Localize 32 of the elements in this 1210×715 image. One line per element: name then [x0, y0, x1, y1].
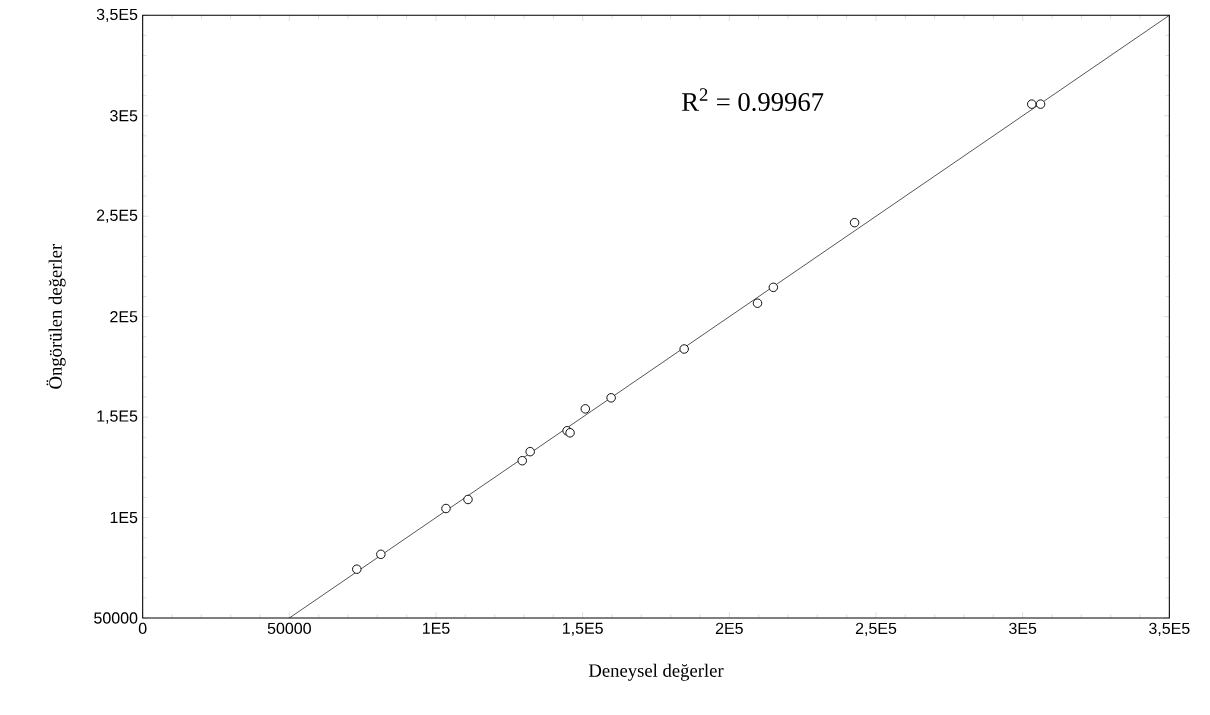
point	[463, 494, 473, 505]
x-tick-label: 2,5E5	[855, 622, 897, 636]
point	[1035, 99, 1046, 109]
point	[525, 446, 535, 457]
point	[352, 564, 362, 574]
y-tick-label: 1E5	[110, 511, 138, 524]
y-tick-label: 1,5E5	[97, 410, 138, 424]
x-tick-label: 1,5E5	[562, 622, 603, 636]
y-tick-label: 50000	[94, 612, 138, 624]
point	[849, 217, 860, 228]
x-tick-label: 0	[138, 622, 147, 635]
x-tick-label: 50000	[267, 622, 311, 635]
annotation: R$^{2}$ = 0.99967	[682, 88, 824, 112]
point	[768, 282, 779, 293]
point	[1027, 99, 1037, 109]
point	[441, 503, 451, 514]
x-tick-label: 1E5	[422, 622, 450, 634]
y-tick-label: 2E5	[110, 311, 138, 323]
x-tick-label: 2E5	[715, 622, 743, 635]
point	[376, 549, 386, 560]
point	[679, 344, 689, 354]
point	[606, 393, 616, 403]
y-tick-label: 3,5E5	[96, 8, 138, 22]
y-axis-title: Öngörülen değerler	[46, 243, 66, 389]
point	[517, 455, 527, 466]
point	[580, 404, 591, 414]
x-tick-label: 3E5	[1009, 622, 1037, 635]
y-tick-label: 2,5E5	[96, 209, 138, 223]
point	[752, 298, 763, 308]
x-axis-title: Deneysel değerler	[588, 663, 724, 681]
y-tick-label: 3E5	[110, 110, 138, 122]
x-tick-label: 3,5E5	[1149, 622, 1190, 636]
